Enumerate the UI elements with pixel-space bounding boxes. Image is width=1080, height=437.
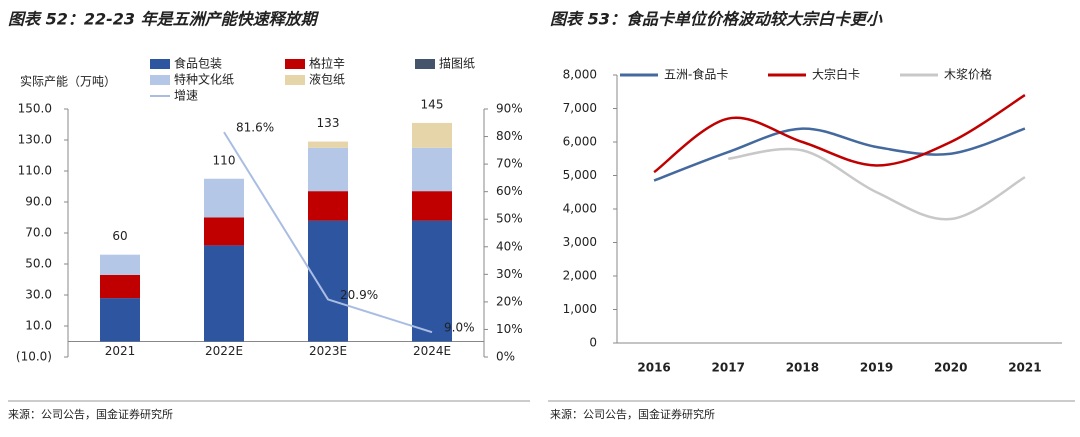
total-label: 133 xyxy=(317,116,340,130)
bar-segment xyxy=(412,220,452,342)
bar-segment xyxy=(100,254,140,275)
total-label: 145 xyxy=(421,97,444,111)
legend-label: 特种文化纸 xyxy=(174,72,234,87)
y2-tick-label: 40% xyxy=(496,239,523,253)
y-tick-label: 1,000 xyxy=(563,302,597,316)
total-label: 60 xyxy=(112,229,127,243)
line xyxy=(728,147,1026,221)
x-tick-label: 2019 xyxy=(860,361,893,375)
bar-segment xyxy=(412,191,452,221)
bar-segment xyxy=(100,274,140,299)
legend-label: 描图纸 xyxy=(439,57,475,71)
data-label: 9.0% xyxy=(444,321,475,335)
y-tick-label: 10.0 xyxy=(25,319,52,333)
y-tick-label: 0 xyxy=(589,336,597,350)
y-tick-label: 5,000 xyxy=(563,168,597,182)
chart-title: 图表 52：22-23 年是五洲产能快速释放期 xyxy=(8,10,320,29)
total-label: 110 xyxy=(213,153,236,167)
y-tick-label: 70.0 xyxy=(25,226,52,240)
legend-label: 五洲-食品卡 xyxy=(664,67,728,82)
y2-tick-label: 50% xyxy=(496,212,523,226)
bar-segment xyxy=(412,122,452,148)
y2-tick-label: 20% xyxy=(496,294,523,308)
y2-tick-label: 10% xyxy=(496,322,523,336)
bar-segment xyxy=(308,220,348,342)
y2-tick-label: 80% xyxy=(496,129,523,143)
y-tick-label: 3,000 xyxy=(563,235,597,249)
bar-segment xyxy=(100,298,140,342)
x-tick-label: 2018 xyxy=(786,361,819,375)
y-tick-label: 30.0 xyxy=(25,288,52,302)
legend-label: 食品包装 xyxy=(174,56,222,71)
x-tick-label: 2022E xyxy=(205,344,243,358)
x-tick-label: 2024E xyxy=(413,344,451,358)
bar-segment xyxy=(204,217,244,246)
source: 来源：公司公告，国金证券研究所 xyxy=(550,407,715,421)
x-tick-label: 2017 xyxy=(712,361,745,375)
y-axis-title: 实际产能（万吨） xyxy=(20,74,116,89)
y-tick-label: 7,000 xyxy=(563,101,597,115)
x-tick-label: 2021 xyxy=(1008,361,1041,375)
bar-segment xyxy=(204,245,244,342)
legend-swatch xyxy=(285,75,305,85)
x-tick-label: 2021 xyxy=(105,344,136,358)
y-tick-label: 130.0 xyxy=(18,133,52,147)
line xyxy=(653,94,1026,174)
y2-tick-label: 90% xyxy=(496,102,523,116)
y2-tick-label: 60% xyxy=(496,184,523,198)
x-tick-label: 2020 xyxy=(934,361,967,375)
legend-swatch xyxy=(285,59,305,69)
legend-label: 液包纸 xyxy=(309,72,345,87)
bar-segment xyxy=(204,178,244,218)
bar-segment xyxy=(412,147,452,192)
legend-label: 格拉辛 xyxy=(309,56,345,71)
y-tick-label: 2,000 xyxy=(563,269,597,283)
legend-swatch xyxy=(150,75,170,85)
y-tick-label: 150.0 xyxy=(18,102,52,116)
y-tick-label: (10.0) xyxy=(16,350,52,364)
y-tick-label: 110.0 xyxy=(18,164,52,178)
legend-label: 增速 xyxy=(174,89,198,103)
x-tick-label: 2016 xyxy=(637,361,670,375)
legend-label: 大宗白卡 xyxy=(812,67,860,82)
legend-swatch xyxy=(415,59,435,69)
y-tick-label: 8,000 xyxy=(563,68,597,82)
y2-tick-label: 70% xyxy=(496,157,523,171)
bar-segment xyxy=(308,191,348,221)
legend-label: 木浆价格 xyxy=(944,67,992,82)
chart-title: 图表 53：食品卡单位价格波动较大宗白卡更小 xyxy=(550,10,883,29)
y-tick-label: 6,000 xyxy=(563,135,597,149)
y-tick-label: 4,000 xyxy=(563,202,597,216)
data-label: 81.6% xyxy=(236,121,274,135)
line xyxy=(653,127,1026,182)
line xyxy=(223,131,433,334)
source: 来源：公司公告，国金证券研究所 xyxy=(8,407,173,421)
y2-tick-label: 0% xyxy=(496,350,515,364)
data-label: 20.9% xyxy=(340,288,378,302)
bar-segment xyxy=(308,141,348,148)
x-tick-label: 2023E xyxy=(309,344,347,358)
bar-segment xyxy=(308,147,348,192)
legend-swatch xyxy=(150,59,170,69)
y2-tick-label: 30% xyxy=(496,267,523,281)
y-tick-label: 90.0 xyxy=(25,195,52,209)
y-tick-label: 50.0 xyxy=(25,257,52,271)
